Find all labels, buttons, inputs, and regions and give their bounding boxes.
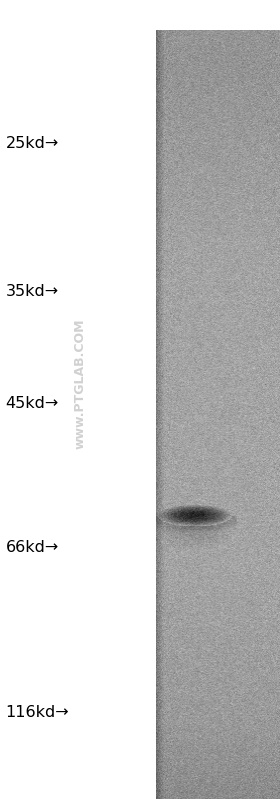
Text: 45kd→: 45kd→ (6, 396, 59, 411)
Text: 66kd→: 66kd→ (6, 540, 59, 555)
Text: 25kd→: 25kd→ (6, 137, 59, 151)
Text: www.PTGLAB.COM: www.PTGLAB.COM (73, 318, 86, 449)
Text: 116kd→: 116kd→ (6, 706, 69, 720)
Text: 35kd→: 35kd→ (6, 284, 59, 299)
